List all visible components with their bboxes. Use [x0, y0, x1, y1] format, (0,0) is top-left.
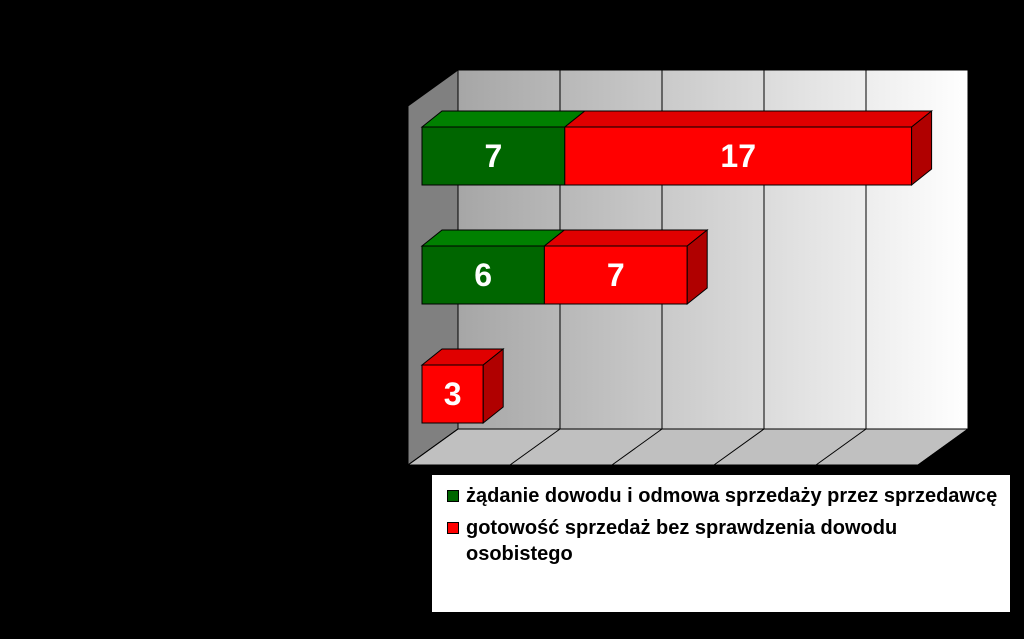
legend-label-green: żądanie dowodu i odmowa sprzedaży przez …: [466, 485, 998, 507]
legend-label-red: gotowość sprzedaż bez sprawdzenia dowodu…: [466, 517, 898, 565]
bar-front-face: [543, 245, 688, 305]
legend-swatch-green: [447, 490, 459, 502]
bar-front-face: [421, 364, 484, 424]
bar-front-face: [421, 245, 545, 305]
bar-red-0: [563, 109, 934, 187]
bar-side-face: [911, 109, 933, 187]
bar-red-1: [542, 228, 709, 306]
bar-side-face: [686, 228, 708, 306]
bar-top-face: [420, 110, 587, 128]
data-label: 6: [474, 257, 492, 293]
floor-gridline: [713, 428, 765, 466]
floor-gridline: [407, 428, 459, 466]
bar-side-face: [482, 347, 504, 425]
data-label: 7: [607, 257, 625, 293]
data-label: 7: [485, 138, 503, 174]
bar-green-0: [420, 110, 587, 186]
legend: żądanie dowodu i odmowa sprzedaży przez …: [432, 475, 1010, 612]
floor-gridline: [917, 428, 969, 466]
bar-top-face: [420, 229, 566, 247]
bar-top-face: [563, 110, 934, 128]
bar-front-face: [421, 126, 566, 186]
floor-gridline: [815, 428, 867, 466]
bar-front-face: [564, 126, 913, 186]
bar-red-2: [420, 347, 505, 425]
legend-swatch-red: [447, 522, 459, 534]
data-label: 17: [720, 138, 756, 174]
data-label: 3: [444, 376, 462, 412]
bar-top-face: [542, 229, 709, 247]
floor: [406, 428, 970, 466]
bar-green-1: [420, 229, 566, 305]
floor-gridline: [611, 428, 663, 466]
legend-item-red: gotowość sprzedaż bez sprawdzenia dowodu…: [447, 515, 1000, 567]
floor-gridline: [509, 428, 561, 466]
legend-item-green: żądanie dowodu i odmowa sprzedaży przez …: [447, 483, 1000, 509]
